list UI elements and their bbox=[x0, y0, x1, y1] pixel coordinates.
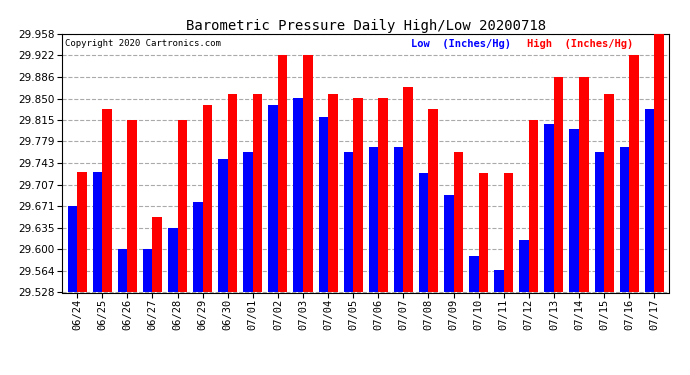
Text: Low  (Inches/Hg): Low (Inches/Hg) bbox=[411, 39, 511, 49]
Bar bbox=[118, 249, 128, 292]
Title: Barometric Pressure Daily High/Low 20200718: Barometric Pressure Daily High/Low 20200… bbox=[186, 19, 546, 33]
Text: Copyright 2020 Cartronics.com: Copyright 2020 Cartronics.com bbox=[65, 39, 221, 48]
Bar bbox=[453, 152, 463, 292]
Bar bbox=[328, 94, 337, 292]
Bar bbox=[569, 129, 579, 292]
Bar bbox=[319, 117, 328, 292]
Bar bbox=[494, 270, 504, 292]
Bar bbox=[77, 171, 87, 292]
Bar bbox=[303, 56, 313, 292]
Bar bbox=[394, 147, 404, 292]
Bar bbox=[152, 217, 162, 292]
Bar bbox=[404, 87, 413, 292]
Bar bbox=[595, 152, 604, 292]
Bar bbox=[469, 256, 479, 292]
Bar bbox=[444, 195, 453, 292]
Bar bbox=[218, 159, 228, 292]
Bar bbox=[428, 109, 438, 292]
Bar bbox=[629, 56, 639, 292]
Bar bbox=[228, 94, 237, 292]
Bar bbox=[368, 147, 378, 292]
Bar bbox=[419, 173, 428, 292]
Bar bbox=[193, 202, 203, 292]
Bar bbox=[143, 249, 152, 292]
Bar bbox=[554, 77, 564, 292]
Bar bbox=[128, 120, 137, 292]
Bar bbox=[344, 152, 353, 292]
Bar bbox=[378, 98, 388, 292]
Bar bbox=[253, 94, 262, 292]
Bar bbox=[654, 34, 664, 292]
Bar bbox=[604, 94, 613, 292]
Bar bbox=[579, 77, 589, 292]
Bar bbox=[644, 109, 654, 292]
Bar bbox=[68, 207, 77, 292]
Bar bbox=[529, 120, 538, 292]
Bar bbox=[244, 152, 253, 292]
Bar bbox=[203, 105, 212, 292]
Bar bbox=[168, 228, 177, 292]
Bar bbox=[102, 109, 112, 292]
Bar bbox=[620, 147, 629, 292]
Bar bbox=[479, 173, 488, 292]
Bar bbox=[544, 124, 554, 292]
Bar bbox=[504, 173, 513, 292]
Bar bbox=[520, 240, 529, 292]
Bar bbox=[293, 98, 303, 292]
Bar bbox=[92, 171, 102, 292]
Bar bbox=[353, 98, 363, 292]
Bar bbox=[278, 56, 288, 292]
Bar bbox=[177, 120, 187, 292]
Bar bbox=[268, 105, 278, 292]
Text: High  (Inches/Hg): High (Inches/Hg) bbox=[526, 39, 633, 49]
